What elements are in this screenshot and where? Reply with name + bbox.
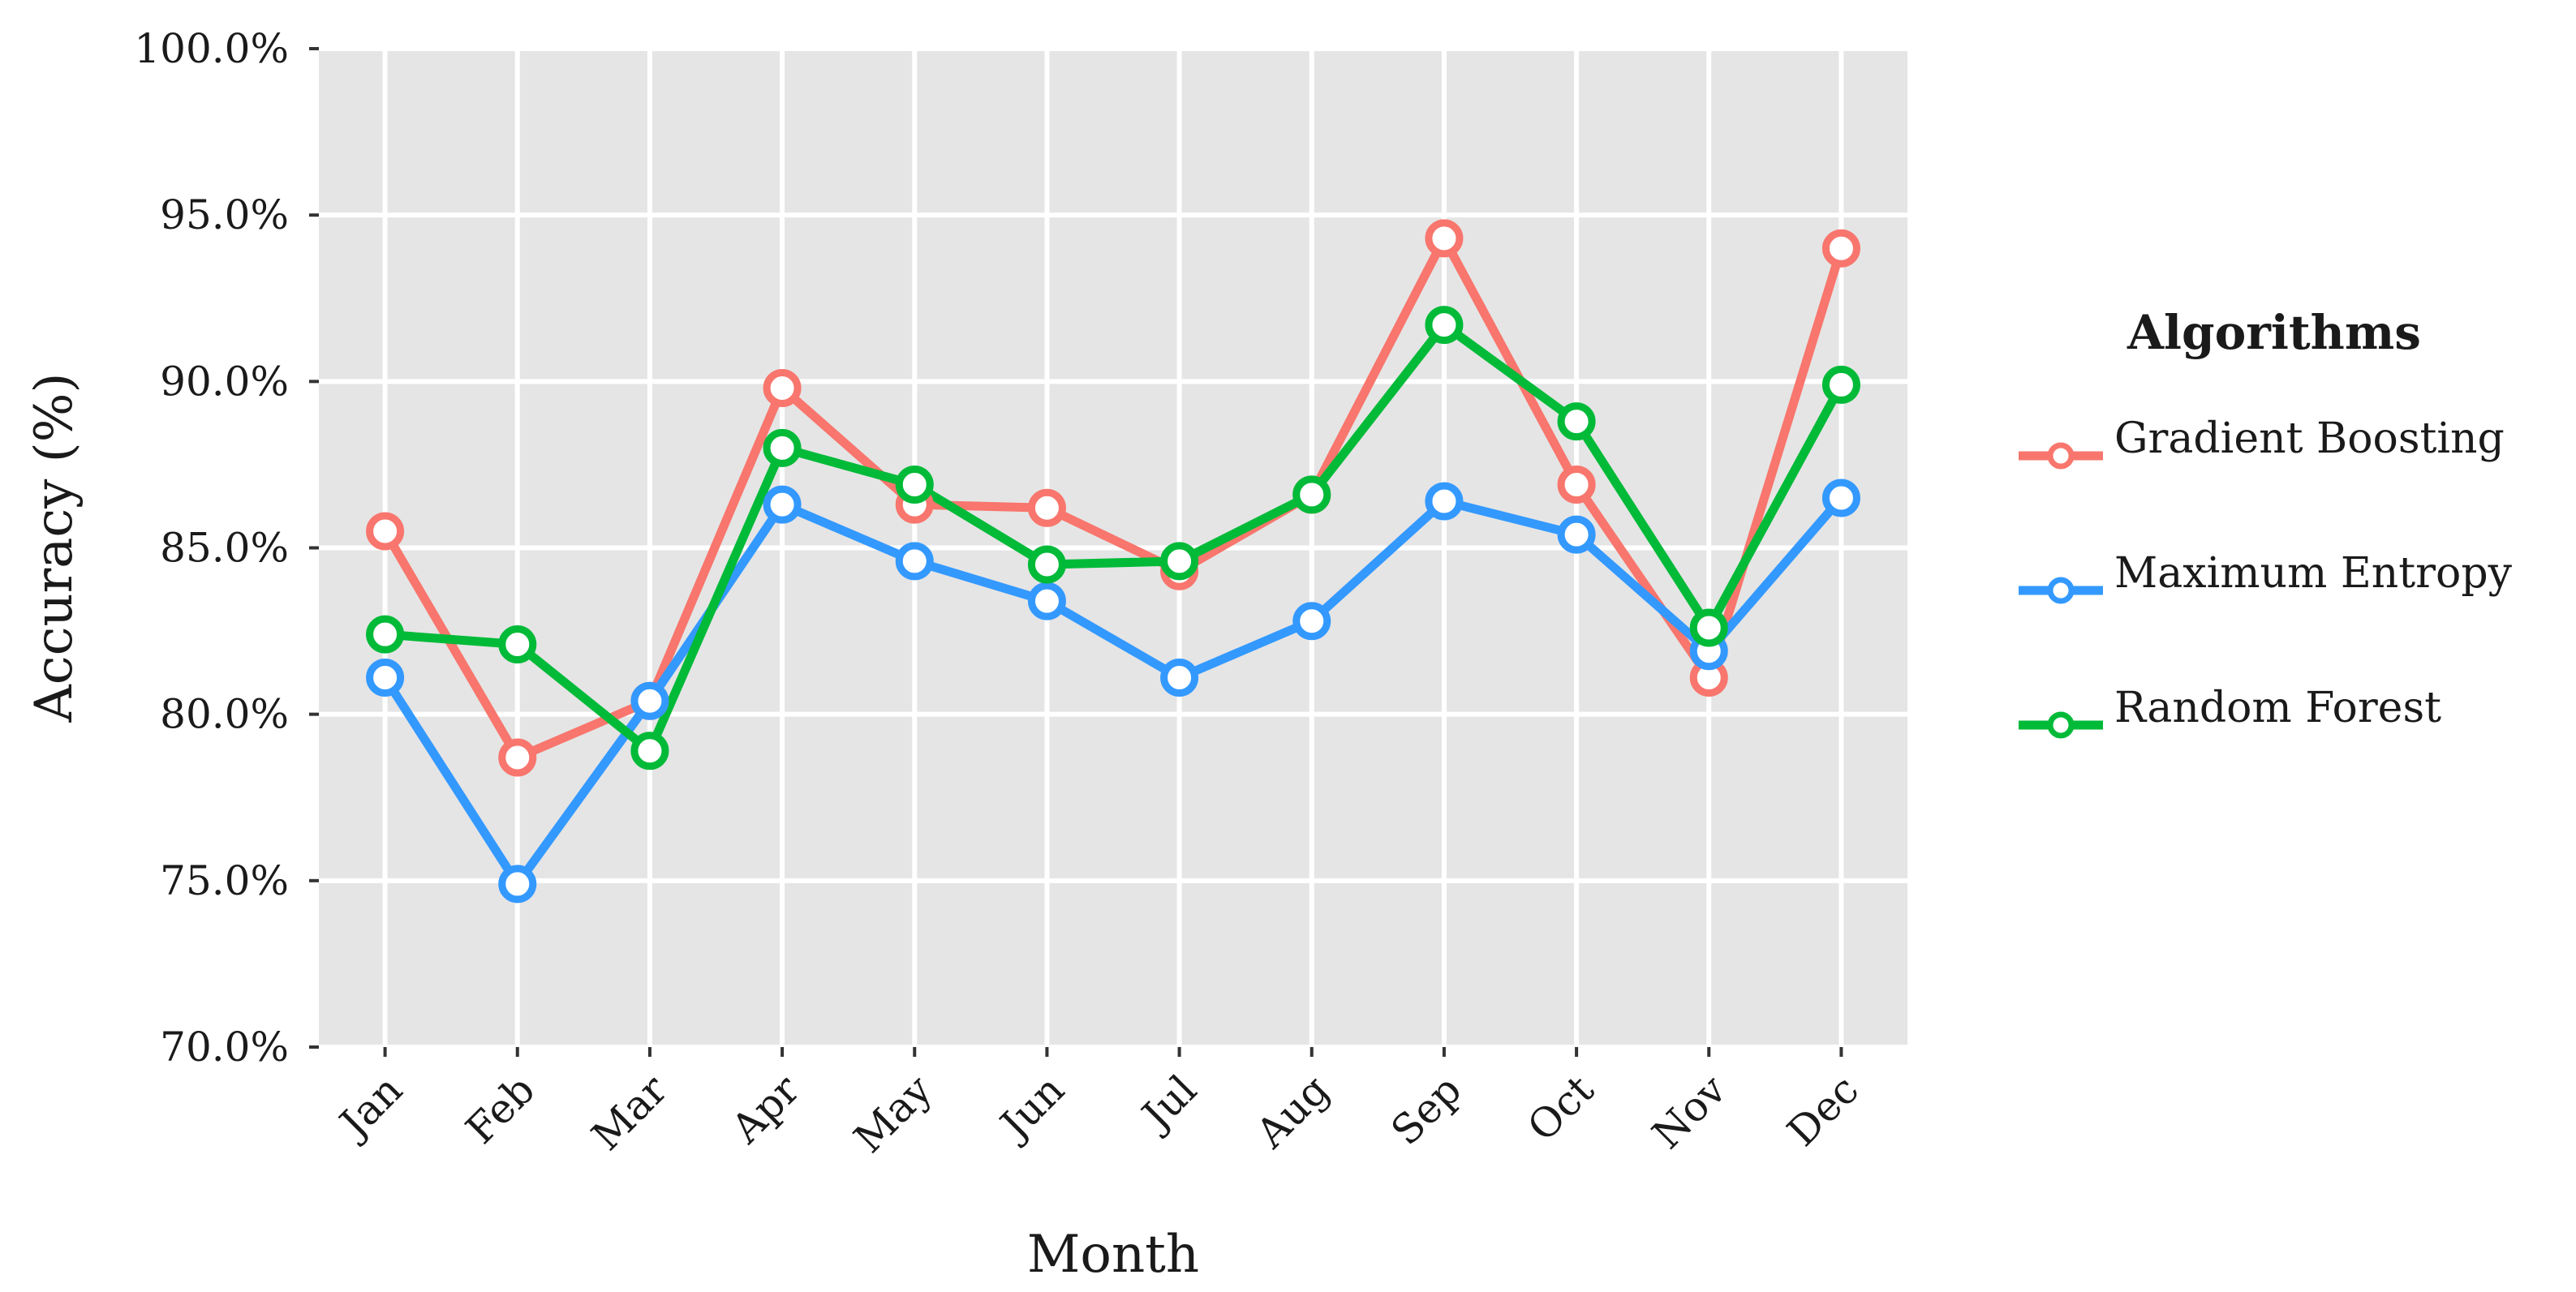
data-point-random-forest xyxy=(498,625,537,663)
data-point-random-forest xyxy=(1821,365,1860,404)
data-point-gradient-boosting xyxy=(1821,229,1860,268)
data-point-gradient-boosting xyxy=(1557,466,1596,504)
y-tick-label: 70.0% xyxy=(160,1024,289,1071)
x-axis-ticks: Jan Feb Mar Apr May Jun Jul Aug Sep Oct Nov Dec xyxy=(328,1047,1868,1162)
x-tick-label: Dec xyxy=(1778,1066,1868,1155)
x-tick-label: May xyxy=(845,1066,941,1162)
x-tick-label: Oct xyxy=(1519,1066,1603,1150)
data-point-random-forest xyxy=(1160,542,1199,581)
data-point-maximum-entropy xyxy=(1821,479,1860,517)
y-axis-ticks: 70.0% 75.0% 80.0% 85.0% 90.0% 95.0% 100.0% xyxy=(134,25,319,1071)
legend-marker-gradient-boosting xyxy=(2047,442,2075,470)
legend-label-maximum-entropy: Maximum Entropy xyxy=(2114,549,2513,598)
data-point-random-forest xyxy=(895,466,934,504)
data-point-random-forest xyxy=(1292,475,1331,514)
legend-marker-random-forest xyxy=(2047,711,2075,739)
legend-label-gradient-boosting: Gradient Boosting xyxy=(2114,414,2505,463)
data-point-gradient-boosting xyxy=(498,738,537,777)
y-tick-label: 80.0% xyxy=(160,691,289,738)
x-axis-title: Month xyxy=(1027,1225,1199,1285)
x-tick-label: Apr xyxy=(722,1066,809,1152)
data-point-maximum-entropy xyxy=(1027,582,1066,620)
data-point-random-forest xyxy=(1425,306,1464,345)
data-point-maximum-entropy xyxy=(630,681,669,720)
data-point-maximum-entropy xyxy=(498,865,537,904)
data-point-maximum-entropy xyxy=(763,485,802,524)
x-tick-label: Mar xyxy=(583,1066,676,1159)
data-point-maximum-entropy xyxy=(1160,659,1199,698)
data-point-maximum-entropy xyxy=(1425,482,1464,521)
data-point-gradient-boosting xyxy=(366,512,405,551)
x-tick-label: Jul xyxy=(1130,1066,1206,1141)
data-point-random-forest xyxy=(366,615,405,654)
y-tick-label: 85.0% xyxy=(160,525,289,572)
x-tick-label: Jan xyxy=(328,1066,411,1149)
data-point-maximum-entropy xyxy=(895,542,934,581)
data-point-gradient-boosting xyxy=(1027,488,1066,527)
y-tick-label: 75.0% xyxy=(160,857,289,904)
legend-label-random-forest: Random Forest xyxy=(2114,684,2441,732)
x-tick-label: Aug xyxy=(1247,1066,1339,1157)
grid-lines xyxy=(319,46,1907,1049)
legend-marker-maximum-entropy xyxy=(2047,577,2075,604)
data-point-random-forest xyxy=(1557,402,1596,441)
y-axis-title: Accuracy (%) xyxy=(24,373,84,723)
data-point-random-forest xyxy=(630,732,669,770)
y-tick-label: 95.0% xyxy=(160,191,289,238)
data-point-gradient-boosting xyxy=(763,369,802,408)
data-point-maximum-entropy xyxy=(366,659,405,698)
series-line-random-forest xyxy=(381,320,1846,756)
legend-title: Algorithms xyxy=(2127,305,2421,360)
x-tick-label: Sep xyxy=(1383,1066,1471,1154)
data-point-random-forest xyxy=(763,428,802,467)
y-tick-label: 90.0% xyxy=(160,358,289,405)
data-point-maximum-entropy xyxy=(1292,602,1331,641)
data-point-random-forest xyxy=(1027,545,1066,584)
x-tick-label: Jun xyxy=(989,1066,1073,1150)
data-point-maximum-entropy xyxy=(1557,515,1596,554)
y-tick-label: 100.0% xyxy=(134,25,289,72)
series-line-gradient-boosting xyxy=(381,234,1846,762)
x-tick-label: Feb xyxy=(457,1066,544,1152)
data-point-random-forest xyxy=(1689,608,1728,647)
legend: Algorithms Gradient Boosting Maximum Entr… xyxy=(2019,305,2513,739)
series-layer xyxy=(366,219,1860,904)
x-tick-label: Nov xyxy=(1644,1066,1736,1158)
data-point-gradient-boosting xyxy=(1425,219,1464,258)
